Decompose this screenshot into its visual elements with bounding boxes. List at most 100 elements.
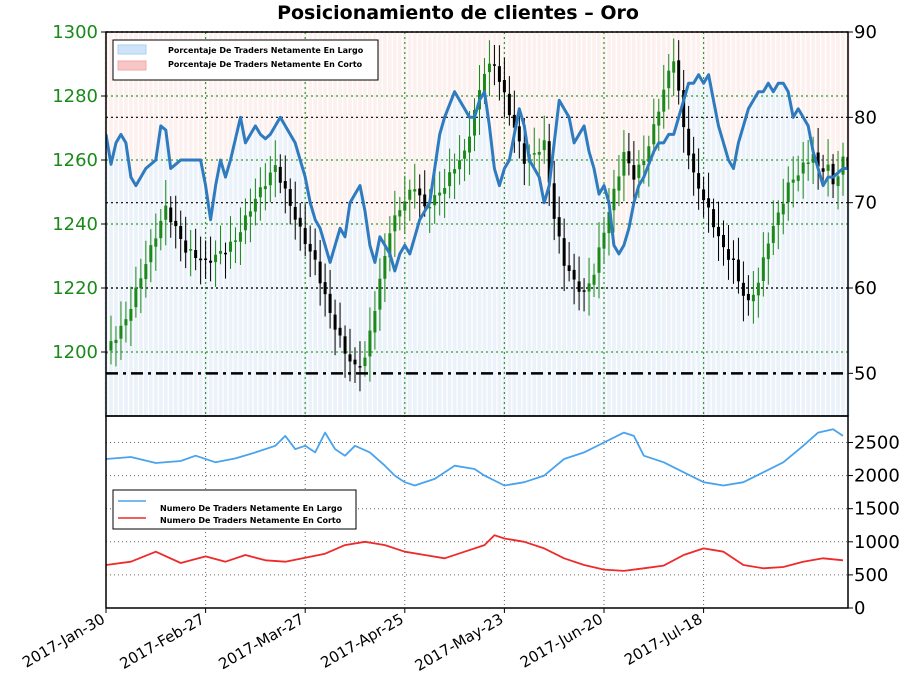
long-bar [666,134,671,416]
short-bar [382,32,387,246]
short-bar [378,32,382,237]
short-bar [821,32,825,186]
short-bar [163,32,168,131]
long-bar [651,151,656,416]
candle-body [836,176,840,187]
short-bar [462,32,467,109]
long-bar [801,117,806,416]
candle-body [233,240,237,242]
long-bar [168,168,173,416]
short-bar [806,32,811,126]
long-bar [776,83,781,416]
long-bar [323,245,328,416]
short-bar [771,32,776,92]
date-tick-label: 2017-Jan-30 [19,610,108,672]
candle-body [204,258,208,261]
long-bar [826,177,830,416]
short-bar [208,32,213,220]
candle-body [577,281,581,292]
candle-body [473,109,477,136]
candle-body [637,164,641,178]
candle-body [228,241,232,252]
short-bar [412,32,417,237]
short-bar [427,32,432,203]
short-bar [517,32,522,109]
candle-body [741,282,745,296]
long-bar [328,262,332,416]
candle-body [373,311,377,333]
short-bar [741,32,746,126]
candle-body [323,282,327,295]
candle-body [353,359,357,365]
short-bar [656,32,661,143]
bottom-panel-lines [106,428,844,572]
candle-body [149,245,153,263]
long-bar [263,138,268,416]
short-bar [811,32,816,152]
right-tick-label: 90 [854,22,877,43]
short-bar [537,32,542,178]
short-bar [442,32,447,118]
long-bar [537,177,542,416]
long-bar [243,142,248,416]
candle-body [293,206,297,220]
long-bar [811,151,816,416]
candle-body [184,240,188,253]
candle-body [826,164,830,171]
short-bar [607,32,611,203]
candle-body [497,66,501,82]
short-bar [711,32,716,101]
short-bar [168,32,173,169]
candle-body [408,189,412,200]
candle-body [224,252,228,255]
candle-body [537,151,541,155]
short-bar [746,32,751,109]
candle-body [468,136,472,153]
short-bar [387,32,392,254]
short-bar [133,32,138,186]
short-bar [776,32,781,84]
long-bar [726,160,731,416]
long-bar [432,168,437,416]
candle-body [433,195,437,206]
long-bar [303,177,308,416]
long-bar [293,142,298,416]
candle-body [657,111,661,126]
candle-body [333,314,337,330]
short-bar [188,32,193,160]
short-bar [153,32,158,160]
percent-long-line-path [106,73,848,273]
long-bar [447,104,452,417]
short-bar [363,32,367,212]
right-tick-label: 50 [854,363,877,384]
candle-body [368,330,372,357]
short-bar [338,32,342,229]
short-bar [626,32,631,229]
long-bar [472,117,477,416]
long-bar [836,172,840,416]
long-bar [617,253,621,416]
long-bar [397,253,402,416]
long-bar [313,219,318,416]
candle-body [722,234,726,248]
short-bar [841,32,845,169]
legend-top: Porcentaje De Traders Netamente En Largo… [112,39,379,81]
candle-body [801,162,805,174]
candle-body [219,250,223,254]
long-bar [402,245,407,416]
candle-body [144,264,148,280]
long-bar [387,253,392,416]
short-bar [522,32,527,126]
candle-body [169,207,173,223]
long-bar [223,177,228,416]
short-bar [193,32,198,160]
left-tick-label: 1240 [52,214,98,235]
candle-body [692,153,696,173]
candle-body [662,89,666,112]
candle-body [268,172,272,186]
date-axis-ticks: 2017-Jan-30 2017-Feb-27 2017-Mar-27 2017-Ap… [19,608,706,675]
candle-body [572,269,576,280]
short-bar [333,32,337,246]
short-bar [577,32,581,135]
candle-body [816,152,820,167]
